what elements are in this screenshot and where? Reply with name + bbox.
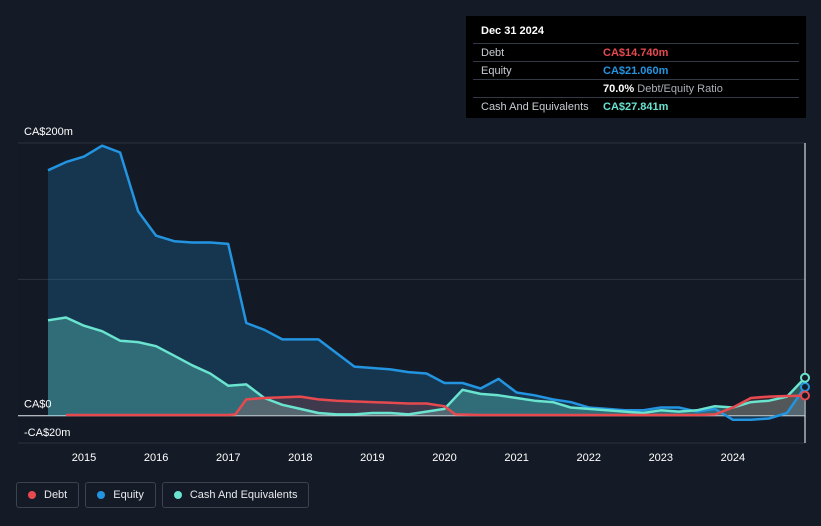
area-cash-and-equivalents (48, 317, 805, 416)
legend-item-equity[interactable]: Equity (85, 482, 156, 508)
tooltip-row-debt: Debt CA$14.740m (473, 44, 799, 62)
x-tick-label: 2017 (216, 452, 240, 464)
tooltip-value-debt: CA$14.740m (603, 47, 669, 59)
legend: Debt Equity Cash And Equivalents (16, 482, 310, 508)
y-tick-label: -CA$20m (24, 427, 70, 439)
marker-cash-and-equivalents (800, 372, 810, 383)
line-debt (66, 394, 806, 417)
legend-label-cash: Cash And Equivalents (189, 489, 298, 501)
legend-label-debt: Debt (44, 489, 68, 501)
ratio-value: 70.0% (603, 83, 635, 95)
tooltip-label: Debt (481, 47, 505, 59)
tooltip-label: Cash And Equivalents (481, 101, 589, 113)
tooltip-row-cash: Cash And Equivalents CA$27.841m (473, 98, 799, 115)
x-tick-label: 2018 (288, 452, 312, 464)
tooltip-label (481, 83, 603, 95)
marker-equity (800, 382, 810, 393)
line-cash-and-equivalents (47, 316, 806, 416)
legend-dot-debt (28, 491, 36, 499)
tooltip-date: Dec 31 2024 (473, 16, 799, 44)
x-tick-label: 2024 (721, 452, 745, 464)
tooltip-row-equity: Equity CA$21.060m (473, 62, 799, 80)
tooltip-label: Equity (481, 65, 512, 77)
plot-background (18, 143, 805, 443)
tooltip-row-ratio: 70.0% Debt/Equity Ratio (473, 80, 799, 98)
x-tick-label: 2022 (576, 452, 600, 464)
x-tick-label: 2023 (649, 452, 673, 464)
y-tick-label: CA$200m (24, 126, 73, 138)
tooltip-value-equity: CA$21.060m (603, 65, 669, 77)
x-tick-label: 2021 (504, 452, 528, 464)
legend-dot-equity (97, 491, 106, 499)
line-equity (47, 144, 807, 422)
marker-debt (800, 390, 810, 401)
y-tick-label: CA$0 (24, 399, 52, 411)
legend-label-equity: Equity (113, 489, 144, 501)
area-equity (48, 145, 805, 420)
tooltip-value-cash: CA$27.841m (603, 101, 669, 113)
tooltip-value-ratio: 70.0% Debt/Equity Ratio (603, 83, 723, 95)
tooltip: Dec 31 2024 Debt CA$14.740m Equity CA$21… (466, 16, 806, 118)
x-tick-label: 2016 (144, 452, 168, 464)
ratio-label: Debt/Equity Ratio (637, 83, 723, 95)
legend-dot-cash (173, 491, 182, 499)
x-tick-label: 2015 (72, 452, 96, 464)
legend-item-cash[interactable]: Cash And Equivalents (161, 482, 310, 508)
legend-item-debt[interactable]: Debt (16, 482, 80, 508)
x-tick-label: 2019 (360, 452, 384, 464)
x-tick-label: 2020 (432, 452, 456, 464)
